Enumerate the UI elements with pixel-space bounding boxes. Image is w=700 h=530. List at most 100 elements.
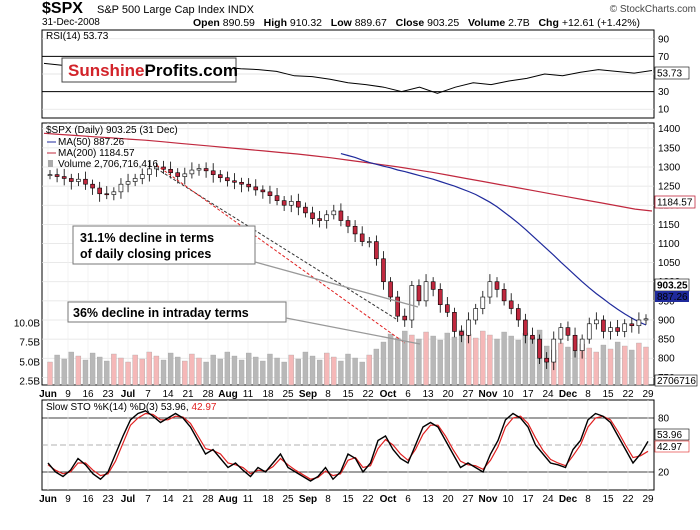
volume-bar bbox=[281, 361, 287, 386]
logo-box bbox=[61, 57, 237, 83]
exchange-label: INDX bbox=[227, 4, 254, 16]
x-tick-label: 7 bbox=[145, 389, 151, 400]
price-candle bbox=[139, 174, 145, 179]
x-tick-label: 9 bbox=[65, 389, 71, 400]
price-candle bbox=[253, 186, 259, 191]
price-candle bbox=[601, 319, 606, 332]
x-tick-label: 15 bbox=[342, 494, 354, 505]
rsi-last-badge bbox=[654, 66, 690, 80]
x-tick-label: 28 bbox=[202, 494, 214, 505]
volume-bar bbox=[395, 337, 401, 386]
x-tick-label: Jul bbox=[121, 389, 136, 400]
price-y-tick: 1350 bbox=[658, 143, 681, 154]
price-candle bbox=[90, 183, 95, 189]
volume-bar bbox=[629, 349, 635, 386]
ma200-line bbox=[43, 132, 653, 212]
volume-bar bbox=[473, 337, 479, 386]
price-candle bbox=[239, 181, 244, 185]
price-candle bbox=[473, 308, 479, 321]
x-tick-label: 24 bbox=[542, 494, 554, 505]
price-candle bbox=[409, 285, 415, 321]
intraday-annotation-pointer bbox=[285, 317, 421, 345]
price-y-tick: 1150 bbox=[658, 220, 680, 231]
volume-bar bbox=[210, 354, 216, 386]
volume-bar bbox=[54, 354, 60, 386]
closing-decline-line bbox=[156, 168, 398, 321]
price-candle bbox=[579, 338, 585, 351]
x-tick-label: 15 bbox=[602, 389, 614, 400]
copyright-label: © StockCharts.com bbox=[609, 4, 696, 15]
x-tick-label: Sep bbox=[299, 389, 317, 400]
price-candle bbox=[494, 281, 500, 290]
price-candle bbox=[530, 334, 535, 340]
x-tick-label: Aug bbox=[218, 389, 237, 400]
volume-value: 2.7B bbox=[508, 17, 530, 29]
price-candle bbox=[296, 201, 301, 208]
x-tick-label: 20 bbox=[442, 389, 454, 400]
sto-k-badge bbox=[654, 428, 690, 441]
volume-bar bbox=[295, 358, 301, 386]
price-candle bbox=[381, 258, 386, 283]
x-tick-label: 14 bbox=[162, 494, 174, 505]
volume-bar bbox=[82, 359, 89, 386]
x-tick-label: 8 bbox=[585, 494, 591, 505]
volume-y-tick: 2.5B bbox=[19, 377, 40, 388]
logo-text: SunshineProfits.com bbox=[68, 61, 238, 80]
volume-y-ticks: 10.0B 7.5B 5.0B 2.5B bbox=[14, 319, 40, 388]
price-candle bbox=[288, 201, 294, 206]
price-candle bbox=[132, 178, 138, 182]
price-candle bbox=[423, 281, 429, 302]
price-panel: 1400135013001250120011501100105010009509… bbox=[14, 122, 698, 388]
price-candle bbox=[225, 177, 230, 182]
price-candle bbox=[416, 285, 422, 302]
price-candle bbox=[175, 172, 181, 177]
x-tick-label: Jul bbox=[121, 494, 136, 505]
x-tick-label: 25 bbox=[282, 389, 294, 400]
x-tick-label: 21 bbox=[182, 389, 194, 400]
price-x-axis: Jun 9 16 23 Jul 7 14 21 28 Aug 11 18 25 Sep 8 15 22 Oct 6 1… bbox=[39, 389, 654, 400]
price-candle bbox=[47, 174, 53, 176]
x-tick-label: 29 bbox=[642, 389, 654, 400]
chg-label: Chg bbox=[538, 17, 559, 29]
x-tick-label: 8 bbox=[325, 494, 331, 505]
volume-bar bbox=[139, 358, 145, 386]
x-tick-label: 16 bbox=[82, 389, 94, 400]
volume-bar bbox=[47, 361, 53, 386]
price-candle bbox=[168, 168, 173, 174]
x-tick-label: 17 bbox=[522, 389, 534, 400]
sto-title-prefix: Slow STO %K(14) %D(3) 53.96, bbox=[46, 402, 189, 413]
close-value: 903.25 bbox=[427, 17, 460, 29]
x-tick-label: 13 bbox=[422, 494, 434, 505]
price-y-tick: 850 bbox=[658, 335, 675, 346]
price-candle bbox=[459, 331, 464, 336]
volume-bar bbox=[288, 354, 294, 386]
index-name: S&P 500 Large Cap Index INDX bbox=[97, 4, 254, 16]
x-tick-label: Sep bbox=[299, 494, 317, 505]
volume-bar bbox=[643, 346, 649, 386]
x-tick-label: 25 bbox=[282, 494, 294, 505]
price-y-tick: 1100 bbox=[658, 239, 680, 250]
ma200-badge bbox=[654, 195, 696, 209]
x-tick-label: 9 bbox=[65, 494, 71, 505]
volume-bar bbox=[565, 346, 571, 386]
volume-bar bbox=[529, 336, 536, 386]
index-full-name: S&P 500 Large Cap Index bbox=[97, 4, 225, 16]
quote-date: 31-Dec-2008 bbox=[42, 17, 100, 28]
price-candle bbox=[445, 304, 450, 313]
x-tick-label: 18 bbox=[262, 389, 274, 400]
volume-bar bbox=[146, 351, 152, 386]
price-candle bbox=[76, 178, 81, 182]
price-candle bbox=[508, 300, 514, 309]
price-candle bbox=[68, 178, 74, 182]
volume-bar bbox=[515, 339, 521, 386]
x-tick-label: Nov bbox=[479, 494, 498, 505]
price-y-tick: 1400 bbox=[658, 124, 681, 135]
symbol-label: $SPX bbox=[42, 0, 83, 17]
legend-ma200: MA(200) 1184.57 bbox=[58, 148, 135, 159]
volume-bar bbox=[175, 356, 181, 386]
price-candle bbox=[572, 334, 578, 351]
price-candle bbox=[317, 218, 322, 221]
price-candle bbox=[374, 241, 379, 260]
price-y-tick: 1300 bbox=[658, 162, 681, 173]
volume-bar bbox=[189, 353, 195, 386]
